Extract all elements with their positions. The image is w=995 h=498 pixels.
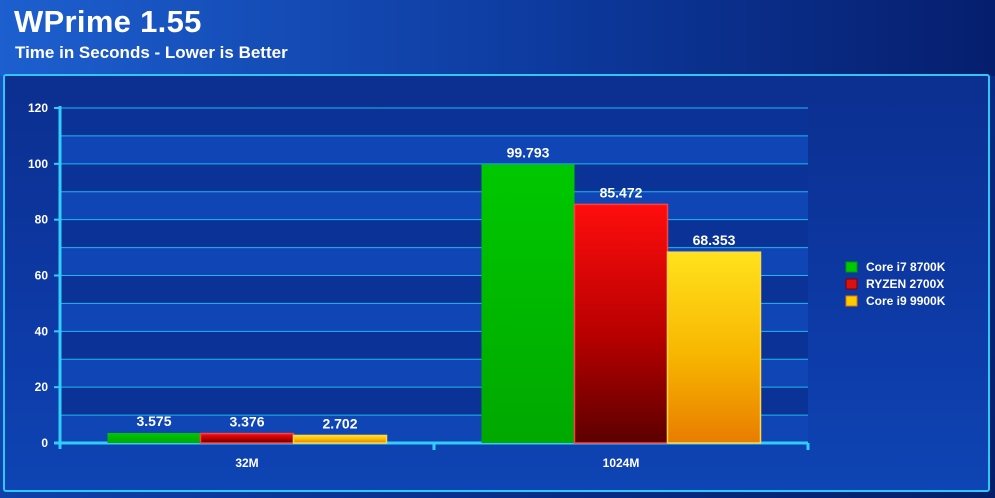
- labels: 32M 3.575 3.376 2.702 1024M 99.793 85.472 68.35…: [136, 144, 735, 470]
- y-tick-label: 40: [35, 324, 49, 338]
- legend-swatch: [845, 261, 858, 273]
- plot-band: [60, 163, 808, 192]
- y-tick-label: 120: [28, 101, 48, 115]
- plot-band: [60, 219, 808, 248]
- chart-header: WPrime 1.55 Time in Seconds - Lower is B…: [0, 0, 995, 76]
- y-tick-label: 80: [35, 213, 49, 227]
- chart-subtitle: Time in Seconds - Lower is Better: [15, 43, 288, 62]
- bar: [107, 433, 201, 443]
- y-tick-label: 20: [35, 380, 49, 394]
- y-tick-label: 0: [41, 436, 48, 450]
- plot-band: [60, 135, 808, 164]
- data-label: 2.702: [322, 415, 357, 431]
- data-label: 85.472: [600, 184, 643, 200]
- legend-label: RYZEN 2700X: [866, 277, 944, 291]
- bar: [292, 434, 388, 444]
- plot-band: [60, 191, 808, 220]
- plot-band: [60, 108, 808, 136]
- legend-swatch: [845, 295, 858, 307]
- y-tick-label: 100: [28, 157, 48, 171]
- data-label: 3.376: [229, 414, 264, 430]
- legend: Core i7 8700K RYZEN 2700X Core i9 9900K: [845, 260, 946, 308]
- chart-title: WPrime 1.55: [14, 4, 202, 39]
- bar: [481, 164, 575, 444]
- y-tick-label: 60: [35, 269, 49, 283]
- plot-bands: [60, 108, 808, 443]
- x-category-label: 32M: [235, 456, 258, 470]
- legend-swatch: [845, 278, 858, 290]
- data-label: 68.353: [693, 232, 736, 248]
- bar: [573, 203, 669, 444]
- legend-label: Core i9 9900K: [866, 294, 946, 308]
- data-label: 3.575: [136, 413, 171, 429]
- bar: [666, 251, 762, 444]
- x-category-label: 1024M: [603, 456, 640, 470]
- legend-label: Core i7 8700K: [866, 260, 946, 274]
- bars: [107, 164, 762, 444]
- data-label: 99.793: [507, 144, 550, 160]
- grid-lines: [60, 107, 808, 416]
- bar: [199, 432, 295, 444]
